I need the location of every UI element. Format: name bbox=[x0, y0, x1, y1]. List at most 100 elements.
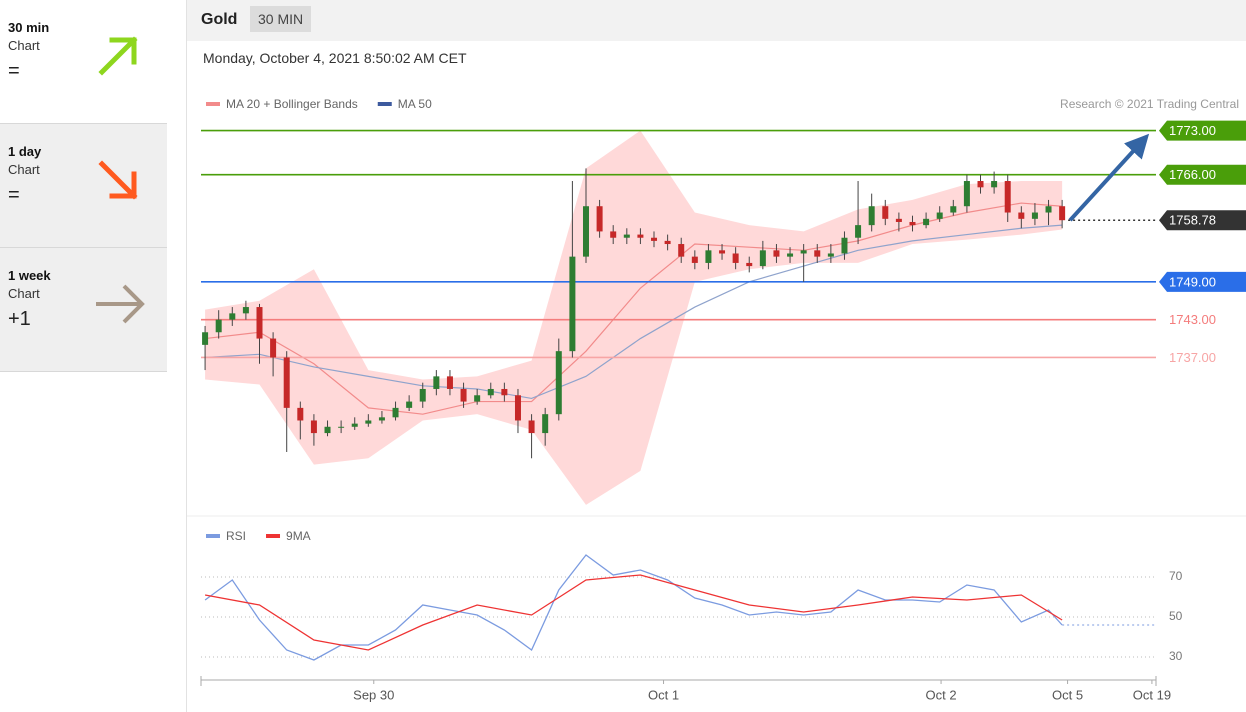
candle-body bbox=[773, 250, 780, 257]
trend-down-icon bbox=[98, 160, 138, 200]
candle-body bbox=[651, 237, 658, 241]
period: 1 week bbox=[8, 268, 51, 283]
timeframe-card[interactable]: 30 min Chart = bbox=[0, 0, 167, 124]
candle-body bbox=[868, 206, 875, 226]
candle-body bbox=[555, 351, 562, 415]
chart: 1773.00 1766.00 1758.78 1749.00 1743.00 1737.… bbox=[187, 97, 1246, 702]
trend-up-icon bbox=[98, 36, 138, 76]
moving-average bbox=[205, 224, 1063, 400]
candle-body bbox=[256, 307, 263, 339]
candle-body bbox=[1004, 181, 1011, 213]
candle-body bbox=[474, 395, 481, 402]
candle-body bbox=[310, 420, 317, 434]
indicator-line bbox=[204, 574, 1063, 651]
candle-body bbox=[759, 250, 766, 267]
candle-body bbox=[637, 234, 644, 238]
candle-body bbox=[977, 181, 984, 188]
x-tick-label: Oct 2 bbox=[926, 687, 957, 702]
candle-body bbox=[501, 388, 508, 396]
y-tick-label: 30 bbox=[1169, 649, 1183, 663]
candle-body bbox=[229, 313, 236, 320]
legend-label: RSI bbox=[226, 529, 246, 543]
sidebar: 30 min Chart = 1 day Chart = 1 week Char… bbox=[0, 0, 167, 372]
candle-body bbox=[514, 395, 521, 421]
main-panel: 1773.00 1766.00 1758.78 1749.00 1743.00 1737.… bbox=[186, 0, 1246, 712]
candle-body bbox=[623, 234, 630, 238]
legend-swatch bbox=[206, 534, 220, 538]
timeframe-card[interactable]: 1 day Chart = bbox=[0, 124, 167, 248]
candle-body bbox=[351, 423, 358, 427]
timestamp: Monday, October 4, 2021 8:50:02 AM CET bbox=[203, 50, 467, 66]
x-tick-label: Oct 19 bbox=[1133, 687, 1171, 702]
candle-body bbox=[991, 181, 998, 188]
timeframe-badge[interactable]: 30 MIN bbox=[250, 6, 312, 32]
candle-body bbox=[215, 319, 222, 333]
candle-body bbox=[814, 250, 821, 257]
credit: Research © 2021 Trading Central bbox=[1060, 97, 1239, 111]
candle-body bbox=[936, 212, 943, 219]
label: Chart bbox=[8, 162, 40, 177]
label: Chart bbox=[8, 286, 40, 301]
x-tick-label: Oct 5 bbox=[1052, 687, 1083, 702]
candle-body bbox=[1059, 206, 1066, 221]
candle-body bbox=[664, 240, 671, 245]
signal: = bbox=[8, 60, 20, 82]
candle-body bbox=[732, 253, 739, 263]
candle-body bbox=[719, 250, 726, 254]
legend-label: 9MA bbox=[286, 529, 311, 543]
instrument-title: Gold bbox=[201, 11, 238, 28]
candle-body bbox=[800, 250, 807, 254]
candle-body bbox=[202, 332, 209, 345]
signal: = bbox=[8, 184, 20, 206]
candle-body bbox=[855, 225, 862, 238]
x-tick-label: Sep 30 bbox=[353, 687, 394, 702]
candle-body bbox=[270, 338, 277, 358]
candle-body bbox=[338, 426, 345, 428]
candle-body bbox=[909, 221, 916, 226]
candle-body bbox=[392, 407, 399, 418]
candle-body bbox=[297, 407, 304, 421]
price-level-label: 1737.00 bbox=[1169, 350, 1216, 365]
candle-body bbox=[378, 417, 385, 421]
candle-body bbox=[406, 401, 413, 408]
top-bar: Gold 30 MIN bbox=[187, 0, 1246, 41]
candle-body bbox=[487, 388, 494, 396]
candle-body bbox=[923, 218, 930, 226]
candle-body bbox=[787, 253, 794, 257]
candle-body bbox=[419, 388, 426, 402]
price-tag bbox=[1159, 164, 1246, 185]
candle-body bbox=[841, 237, 848, 254]
price-tag-label: 1766.00 bbox=[1169, 167, 1216, 182]
price-level-label: 1743.00 bbox=[1169, 312, 1216, 327]
label: Chart bbox=[8, 38, 40, 53]
timeframe-card[interactable]: 1 week Chart +1 bbox=[0, 248, 167, 372]
candle-body bbox=[705, 250, 712, 263]
candle-body bbox=[1031, 212, 1038, 219]
candle-body bbox=[746, 262, 753, 267]
y-tick-label: 50 bbox=[1169, 609, 1183, 623]
indicator-line bbox=[204, 554, 1063, 661]
legend-swatch bbox=[266, 534, 281, 538]
candle-body bbox=[542, 414, 549, 434]
candle-body bbox=[460, 388, 467, 402]
candle-body bbox=[610, 231, 617, 238]
forecast-arrow bbox=[1068, 133, 1150, 222]
candle-body bbox=[678, 244, 685, 257]
candle-body bbox=[433, 376, 440, 389]
legend-label: MA 50 bbox=[398, 97, 432, 111]
period: 1 day bbox=[8, 144, 42, 159]
candle-body bbox=[1045, 206, 1052, 213]
legend-swatch bbox=[206, 102, 220, 106]
price-tag-label: 1773.00 bbox=[1169, 123, 1216, 138]
signal: +1 bbox=[8, 308, 31, 330]
candle-body bbox=[963, 181, 970, 207]
candle-body bbox=[283, 357, 290, 408]
legend-label: MA 20 + Bollinger Bands bbox=[226, 97, 358, 111]
candle-body bbox=[446, 376, 453, 389]
candle-body bbox=[324, 426, 331, 434]
moving-average bbox=[205, 202, 1063, 415]
candle-body bbox=[365, 420, 372, 424]
legend-swatch bbox=[377, 102, 392, 106]
price-tag bbox=[1159, 271, 1246, 292]
